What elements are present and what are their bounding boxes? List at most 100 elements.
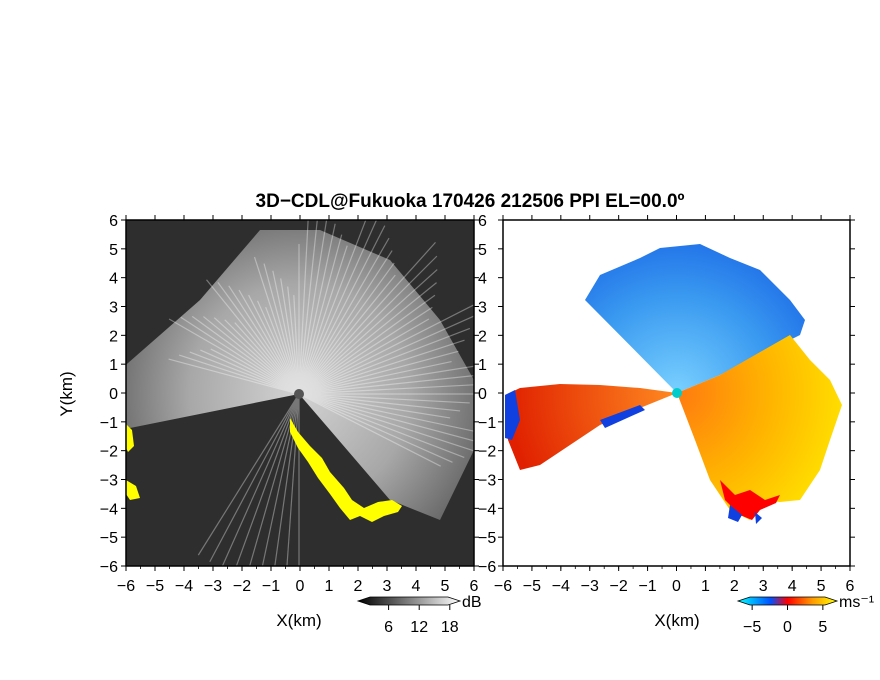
reflectivity-strong-echo-west [126, 424, 140, 500]
y-tick-label: −4 [100, 501, 118, 518]
velocity-colorbar-ticks: −5 0 5 [743, 605, 827, 636]
reflectivity-bright-sector [126, 230, 474, 520]
velocity-receding-west-sector [505, 384, 677, 470]
reflectivity-ray [221, 393, 300, 566]
reflectivity-colorbar: 6 12 18 dB [356, 594, 482, 636]
reflectivity-ray [263, 263, 300, 395]
reflectivity-ray [298, 393, 461, 412]
y-tick-label-right: 2 [478, 328, 487, 345]
x-tick-label: −5 [523, 578, 541, 595]
x-tick-label: −2 [233, 578, 251, 595]
reflectivity-ray [298, 241, 436, 395]
reflectivity-ray [298, 269, 438, 395]
x-tick-label: 5 [441, 578, 450, 595]
reflectivity-image [126, 220, 474, 566]
x-tick-label: 0 [672, 578, 681, 595]
colorbar-tick-label: 5 [818, 619, 827, 636]
reflectivity-ray [265, 306, 300, 395]
y-tick-label-right: −6 [478, 559, 496, 576]
reflectivity-ray [280, 278, 300, 395]
reflectivity-ray [298, 393, 441, 467]
velocity-receding-east-sector [677, 335, 842, 520]
y-tick-label: 1 [109, 357, 118, 374]
reflectivity-ray [228, 285, 300, 395]
x-tick-label: −3 [204, 578, 222, 595]
reflectivity-ray [178, 354, 300, 395]
reflectivity-ray [274, 393, 300, 566]
reflectivity-ray [298, 220, 367, 395]
colorbar-tick-label: 0 [783, 619, 792, 636]
reflectivity-ray [209, 393, 300, 563]
x-tick-label: −6 [494, 578, 512, 595]
y-tick-label: −5 [100, 530, 118, 547]
y-tick-label-right: 3 [478, 300, 487, 317]
y-tick-label: −2 [100, 444, 118, 461]
x-tick-label: 0 [296, 578, 305, 595]
reflectivity-ray [298, 327, 471, 395]
y-tick-label-right: −3 [478, 473, 496, 490]
y-tick-label-right: 5 [478, 242, 487, 259]
y-tick-label-right: 4 [478, 271, 487, 288]
reflectivity-ray [248, 294, 300, 395]
reflectivity-ray [298, 220, 309, 395]
x-tick-label: −4 [175, 578, 193, 595]
reflectivity-colorbar-bar [356, 596, 462, 606]
reflectivity-rays [168, 220, 474, 566]
reflectivity-strong-echo [290, 418, 402, 522]
reflectivity-ray [213, 317, 300, 395]
y-tick-label-right: 1 [478, 357, 487, 374]
reflectivity-ray [298, 255, 438, 395]
y-tick-label-right: 0 [478, 386, 487, 403]
reflectivity-ray [298, 360, 452, 395]
x-tick-label: −1 [262, 578, 280, 595]
velocity-xlabel: X(km) [654, 611, 699, 630]
x-tick-label: −5 [146, 578, 164, 595]
reflectivity-ray [298, 245, 348, 395]
y-tick-label-right: −4 [478, 501, 496, 518]
reflectivity-ray [298, 237, 390, 395]
reflectivity-ray [298, 350, 459, 395]
reflectivity-ray [298, 393, 470, 404]
reflectivity-ray [298, 384, 474, 395]
x-tick-label: 4 [788, 578, 797, 595]
reflectivity-ray [298, 393, 474, 442]
velocity-east-edge-blue [728, 505, 762, 524]
reflectivity-ray [298, 306, 433, 395]
reflectivity-ray [298, 294, 436, 395]
x-tick-label: 4 [412, 578, 421, 595]
reflectivity-ray [298, 262, 395, 395]
reflectivity-ray [180, 316, 300, 395]
reflectivity-ray [298, 339, 465, 395]
x-tick-label: −6 [117, 578, 135, 595]
x-tick-label: 1 [701, 578, 710, 595]
reflectivity-ray [234, 322, 300, 395]
reflectivity-ray [287, 286, 300, 395]
x-tick-label: 5 [817, 578, 826, 595]
reflectivity-ray [298, 315, 474, 395]
reflectivity-ray [203, 316, 300, 395]
x-tick-label: −1 [638, 578, 656, 595]
reflectivity-ray [298, 223, 336, 395]
reflectivity-ray [298, 234, 343, 395]
velocity-west-edge-blue [505, 390, 645, 440]
y-tick-label: −3 [100, 473, 118, 490]
reflectivity-ray [298, 393, 453, 463]
reflectivity-colorbar-unit: dB [462, 594, 482, 611]
reflectivity-panel: −6 −5 −4 −3 −2 −1 0 1 2 3 4 5 66 65 54 43 32 21 10 0−1 −1−2−… [57, 213, 496, 636]
reflectivity-ray [224, 319, 300, 395]
velocity-panel: −6 −5 −4 −3 −2 −1 0 1 2 3 4 5 6 X(km) −5 0 5 ms⁻¹ [494, 215, 874, 636]
velocity-image [503, 220, 850, 566]
reflectivity-ray [191, 315, 300, 395]
reflectivity-ray [298, 274, 396, 395]
reflectivity-ray [206, 279, 300, 395]
x-tick-label: −2 [610, 578, 628, 595]
reflectivity-ray [298, 393, 451, 419]
figure-title: 3D−CDL@Fukuoka 170426 212506 PPI EL=00.0… [256, 191, 685, 212]
reflectivity-ray [298, 250, 393, 395]
reflectivity-ray [272, 270, 300, 395]
colorbar-tick-label: 6 [384, 619, 393, 636]
reflectivity-ray [217, 282, 300, 395]
reflectivity-ray [293, 295, 300, 395]
reflectivity-ray [298, 393, 474, 452]
